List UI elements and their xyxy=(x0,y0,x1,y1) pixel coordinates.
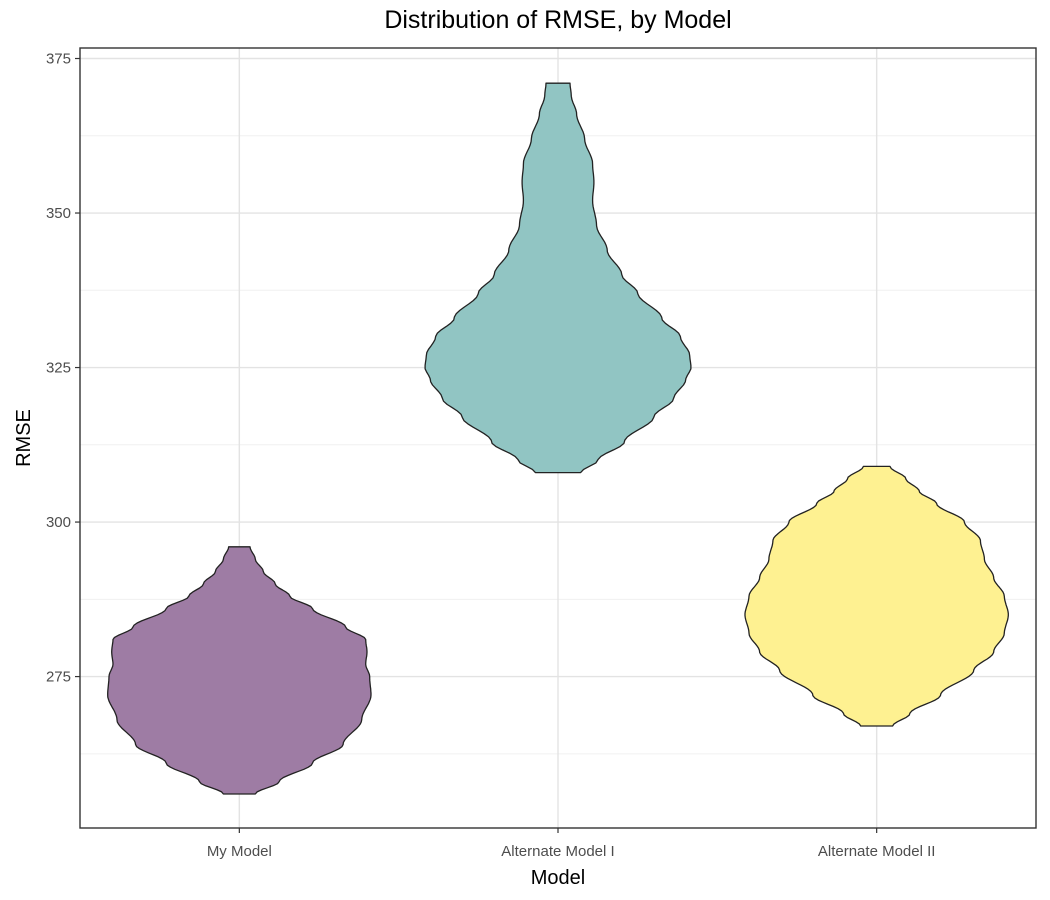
y-axis-title: RMSE xyxy=(13,409,35,467)
y-tick-label: 300 xyxy=(46,514,71,531)
y-tick-label: 375 xyxy=(46,51,71,68)
tick-layer: 275 300 325 350 375 My Model Alternate Model I… xyxy=(46,51,935,860)
x-tick-label: Alternate Model I xyxy=(501,843,614,860)
y-tick-label: 325 xyxy=(46,360,71,377)
violin-alternate-model-i xyxy=(424,82,692,474)
x-axis-title: Model xyxy=(531,867,585,889)
y-tick-label: 350 xyxy=(46,205,71,222)
x-tick-label: Alternate Model II xyxy=(818,843,936,860)
chart-title: Distribution of RMSE, by Model xyxy=(384,6,732,34)
violin-my-model xyxy=(107,546,372,795)
x-tick-label: My Model xyxy=(207,843,272,860)
y-tick-label: 275 xyxy=(46,669,71,686)
violin-layer xyxy=(107,82,1009,795)
violin-alternate-model-ii xyxy=(744,465,1009,727)
